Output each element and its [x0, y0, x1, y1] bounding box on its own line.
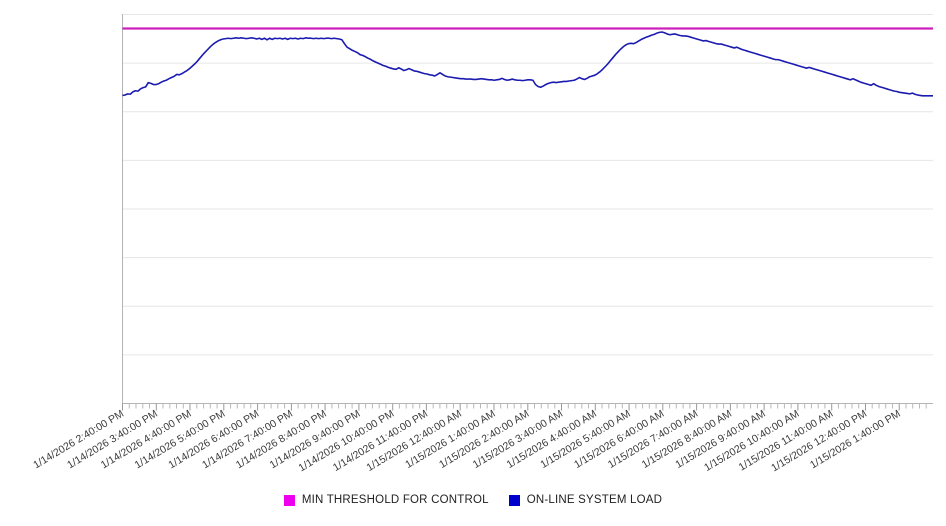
- legend-label-system-load: ON-LINE SYSTEM LOAD: [526, 494, 663, 506]
- load-line: [122, 31, 933, 97]
- x-axis-tick-labels: 1/14/2026 2:40:00 PM1/14/2026 3:40:00 PM…: [31, 408, 902, 475]
- legend-label-min-threshold: MIN THRESHOLD FOR CONTROL: [301, 494, 489, 506]
- legend: MIN THRESHOLD FOR CONTROL ON-LINE SYSTEM…: [0, 494, 946, 506]
- x-axis-ticks: [122, 403, 927, 411]
- legend-item-min-threshold[interactable]: MIN THRESHOLD FOR CONTROL: [283, 494, 489, 506]
- legend-swatch-system-load: [508, 494, 520, 506]
- load-series-line: [122, 31, 933, 97]
- legend-swatch-min-threshold: [283, 494, 295, 506]
- legend-item-system-load[interactable]: ON-LINE SYSTEM LOAD: [508, 494, 663, 506]
- gridlines: [122, 14, 933, 356]
